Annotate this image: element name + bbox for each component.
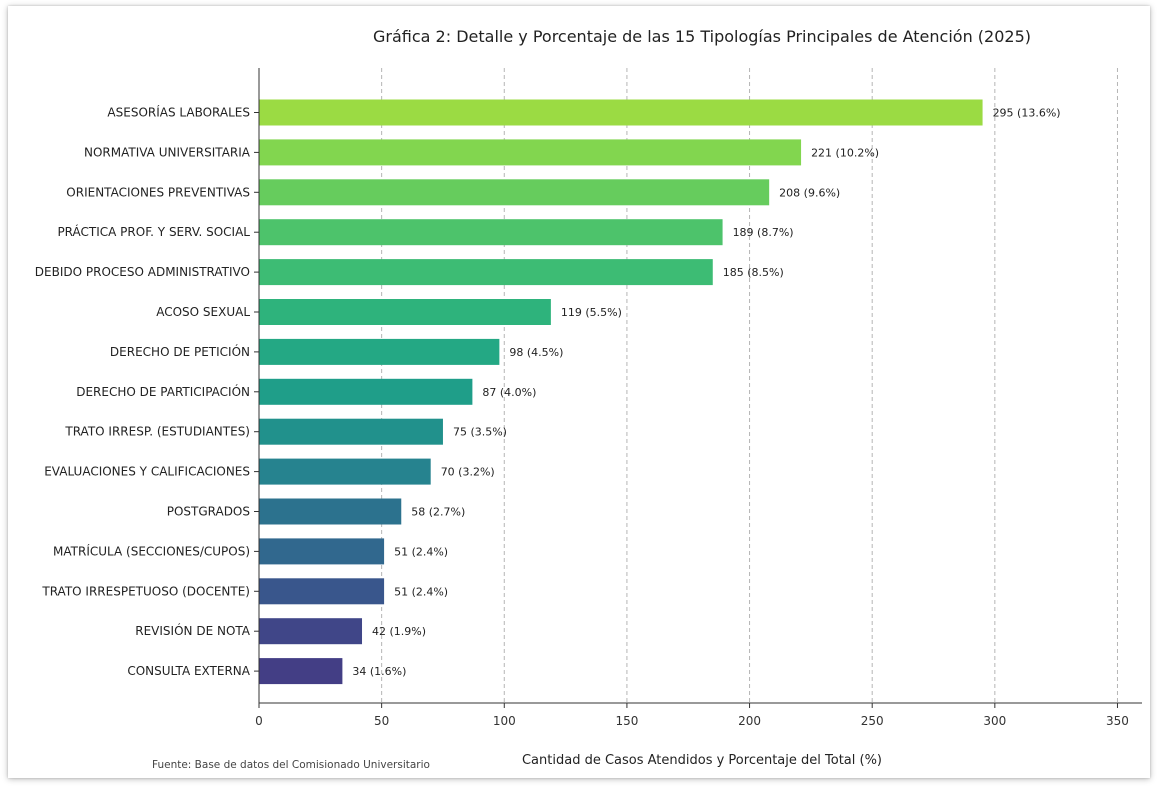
bar (259, 179, 770, 206)
x-tick-label: 50 (374, 714, 389, 728)
data-label: 51 (2.4%) (394, 585, 448, 598)
chart-title: Gráfica 2: Detalle y Porcentaje de las 1… (373, 27, 1031, 46)
data-label: 87 (4.0%) (482, 386, 536, 399)
data-label: 42 (1.9%) (372, 625, 426, 638)
data-label: 185 (8.5%) (723, 266, 784, 279)
data-label: 58 (2.7%) (411, 506, 465, 519)
category-label: TRATO IRRESPETUOSO (DOCENTE) (41, 584, 250, 598)
category-label: REVISIÓN DE NOTA (135, 623, 251, 638)
bar (259, 139, 802, 166)
data-label: 189 (8.7%) (733, 226, 794, 239)
data-label: 51 (2.4%) (394, 545, 448, 558)
x-tick-label: 150 (615, 714, 638, 728)
category-label: NORMATIVA UNIVERSITARIA (84, 145, 251, 159)
category-label: ACOSO SEXUAL (156, 305, 250, 319)
bar (259, 219, 723, 246)
bar (259, 618, 363, 645)
data-label: 70 (3.2%) (441, 466, 495, 479)
bar (259, 259, 713, 286)
x-tick-label: 250 (861, 714, 884, 728)
bar (259, 578, 385, 605)
chart: Gráfica 2: Detalle y Porcentaje de las 1… (35, 27, 1142, 771)
category-label: ORIENTACIONES PREVENTIVAS (66, 185, 250, 199)
category-label: ASESORÍAS LABORALES (107, 105, 250, 120)
bar (259, 418, 443, 445)
data-label: 208 (9.6%) (779, 186, 840, 199)
data-label: 98 (4.5%) (509, 346, 563, 359)
category-label: DERECHO DE PARTICIPACIÓN (76, 384, 250, 399)
bar (259, 99, 983, 126)
bar (259, 378, 473, 405)
chart-frame: Gráfica 2: Detalle y Porcentaje de las 1… (8, 6, 1150, 778)
bar (259, 538, 385, 565)
category-label: POSTGRADOS (167, 505, 250, 519)
bar (259, 458, 431, 485)
category-label: EVALUACIONES Y CALIFICACIONES (44, 465, 250, 479)
bar (259, 338, 500, 365)
data-label: 221 (10.2%) (811, 146, 879, 159)
bar (259, 299, 551, 325)
gridlines (381, 68, 1118, 703)
category-labels: ASESORÍAS LABORALES NORMATIVA UNIVERSITAR… (35, 105, 259, 678)
data-label: 295 (13.6%) (993, 107, 1061, 120)
data-label: 75 (3.5%) (453, 426, 507, 439)
bar (259, 658, 343, 685)
category-label: DERECHO DE PETICIÓN (110, 344, 250, 359)
data-label: 34 (1.6%) (352, 665, 406, 678)
bar (259, 498, 402, 525)
category-label: DEBIDO PROCESO ADMINISTRATIVO (35, 265, 250, 279)
x-tick-label: 100 (493, 714, 516, 728)
data-labels: 295 (13.6%) 221 (10.2%) 208 (9.6%) 189 (8.7… (352, 107, 1060, 679)
x-tick-label: 200 (738, 714, 761, 728)
x-axis-title: Cantidad de Casos Atendidos y Porcentaje… (522, 753, 882, 768)
x-tick-label: 300 (983, 714, 1006, 728)
category-label: TRATO IRRESP. (ESTUDIANTES) (64, 425, 250, 439)
x-tick-label: 0 (255, 714, 263, 728)
category-label: PRÁCTICA PROF. Y SERV. SOCIAL (57, 224, 250, 239)
x-ticks: 0 50 100 150 200 250 300 350 (255, 703, 1129, 728)
category-label: CONSULTA EXTERNA (127, 664, 250, 678)
category-label: MATRÍCULA (SECCIONES/CUPOS) (53, 543, 250, 558)
data-label: 119 (5.5%) (561, 306, 622, 319)
source-note: Fuente: Base de datos del Comisionado Un… (152, 759, 430, 771)
x-tick-label: 350 (1106, 714, 1129, 728)
bars (259, 99, 983, 685)
